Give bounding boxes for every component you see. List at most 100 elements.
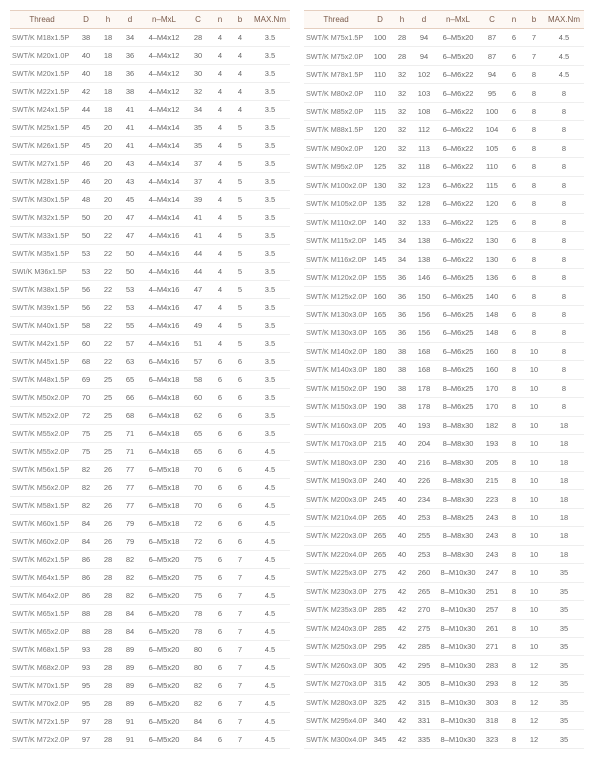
cell: 253 — [412, 508, 436, 526]
cell-thread: SWT/K M78x1.5P — [304, 65, 368, 83]
table-row: SWT/K M68x2.0P9328896–M5x2080674.5 — [10, 659, 290, 677]
cell: 95 — [480, 84, 504, 102]
table-row: SWT/K M33x1.5P5022474–M4x1641453.5 — [10, 227, 290, 245]
cell: 82 — [186, 677, 210, 695]
cell: 165 — [368, 305, 392, 323]
cell: 283 — [480, 656, 504, 674]
cell: 6–M6x25 — [436, 342, 480, 360]
table-row: SWT/K M235x3.0P285422708–M10x3025781035 — [304, 601, 584, 619]
cell: 243 — [480, 508, 504, 526]
cell-thread: SWT/K M35x1.5P — [10, 245, 74, 263]
cell: 8 — [544, 158, 584, 176]
cell: 86 — [74, 587, 98, 605]
cell: 63 — [118, 353, 142, 371]
cell: 12 — [524, 730, 544, 749]
cell: 6 — [210, 461, 230, 479]
table-row: SWT/K M160x3.0P205401938–M8x3018281018 — [304, 416, 584, 434]
cell: 34 — [118, 29, 142, 47]
cell: 6–M4x18 — [142, 389, 186, 407]
cell: 6–M6x22 — [436, 213, 480, 231]
cell: 120 — [368, 139, 392, 157]
cell: 8 — [504, 564, 524, 582]
cell: 5 — [230, 299, 250, 317]
cell: 4.5 — [250, 587, 290, 605]
cell-thread: SWT/K M39x1.5P — [10, 299, 74, 317]
cell: 28 — [98, 659, 118, 677]
cell: 6–M5x18 — [142, 497, 186, 515]
table-row: SWT/K M100x2.0P130321236–M6x22115688 — [304, 176, 584, 194]
cell: 8 — [524, 287, 544, 305]
cell: 10 — [524, 545, 544, 563]
cell-thread: SWT/K M115x2.0P — [304, 231, 368, 249]
cell: 26 — [98, 479, 118, 497]
cell: 82 — [74, 461, 98, 479]
cell-thread: SWT/K M295x4.0P — [304, 711, 368, 729]
cell: 38 — [74, 29, 98, 47]
cell: 160 — [368, 287, 392, 305]
cell: 4 — [210, 173, 230, 191]
cell: 6 — [504, 231, 524, 249]
cell: 120 — [480, 195, 504, 213]
cell: 42 — [392, 564, 412, 582]
cell: 4 — [230, 29, 250, 47]
cell: 75 — [186, 569, 210, 587]
table-row: SWT/K M30x1.5P4820454–M4x1439453.5 — [10, 191, 290, 209]
cell: 6–M5x20 — [142, 695, 186, 713]
cell: 8–M10x30 — [436, 674, 480, 692]
cell: 6–M5x20 — [436, 29, 480, 47]
cell: 4.5 — [250, 695, 290, 713]
cell: 6 — [210, 569, 230, 587]
cell: 4 — [210, 299, 230, 317]
cell: 130 — [480, 250, 504, 268]
cell: 51 — [186, 335, 210, 353]
cell: 226 — [412, 471, 436, 489]
cell: 4 — [210, 155, 230, 173]
cell: 234 — [412, 490, 436, 508]
cell: 22 — [98, 299, 118, 317]
cell: 205 — [368, 416, 392, 434]
cell-thread: SWT/K M220x3.0P — [304, 527, 368, 545]
cell: 20 — [98, 137, 118, 155]
cell: 7 — [230, 605, 250, 623]
cell-thread: SWT/K M100x2.0P — [304, 176, 368, 194]
cell: 10 — [524, 619, 544, 637]
cell: 7 — [230, 659, 250, 677]
cell: 265 — [412, 582, 436, 600]
cell-thread: SWT/K M68x2.0P — [10, 659, 74, 677]
cell-thread: SWT/K M62x1.5P — [10, 551, 74, 569]
cell-thread: SWI/K M36x1.5P — [10, 263, 74, 281]
cell: 8 — [544, 84, 584, 102]
cell: 41 — [118, 137, 142, 155]
cell-thread: SWT/K M150x2.0P — [304, 379, 368, 397]
cell: 6–M5x20 — [142, 659, 186, 677]
cell: 32 — [392, 213, 412, 231]
table-row: SWT/K M116x2.0P145341386–M6x22130688 — [304, 250, 584, 268]
cell: 3.5 — [250, 245, 290, 263]
cell: 105 — [480, 139, 504, 157]
cell: 10 — [524, 379, 544, 397]
cell: 8–M10x30 — [436, 582, 480, 600]
cell: 97 — [74, 713, 98, 731]
cell: 78 — [186, 623, 210, 641]
cell: 6–M5x18 — [142, 515, 186, 533]
cell: 49 — [186, 317, 210, 335]
cell: 8 — [524, 102, 544, 120]
cell: 4–M4x16 — [142, 317, 186, 335]
cell: 6 — [504, 213, 524, 231]
cell: 42 — [392, 656, 412, 674]
cell: 75 — [74, 443, 98, 461]
cell: 193 — [412, 416, 436, 434]
table-row: SWT/K M170x3.0P215402048–M8x3019381018 — [304, 434, 584, 452]
cell: 5 — [230, 335, 250, 353]
cell: 3.5 — [250, 101, 290, 119]
cell: 28 — [392, 47, 412, 65]
cell: 205 — [480, 453, 504, 471]
cell: 95 — [74, 677, 98, 695]
cell: 6 — [210, 389, 230, 407]
cell: 4 — [210, 137, 230, 155]
cell: 37 — [186, 155, 210, 173]
cell: 97 — [74, 731, 98, 749]
cell-thread: SWT/K M33x1.5P — [10, 227, 74, 245]
cell: 6–M6x22 — [436, 139, 480, 157]
cell: 53 — [118, 299, 142, 317]
